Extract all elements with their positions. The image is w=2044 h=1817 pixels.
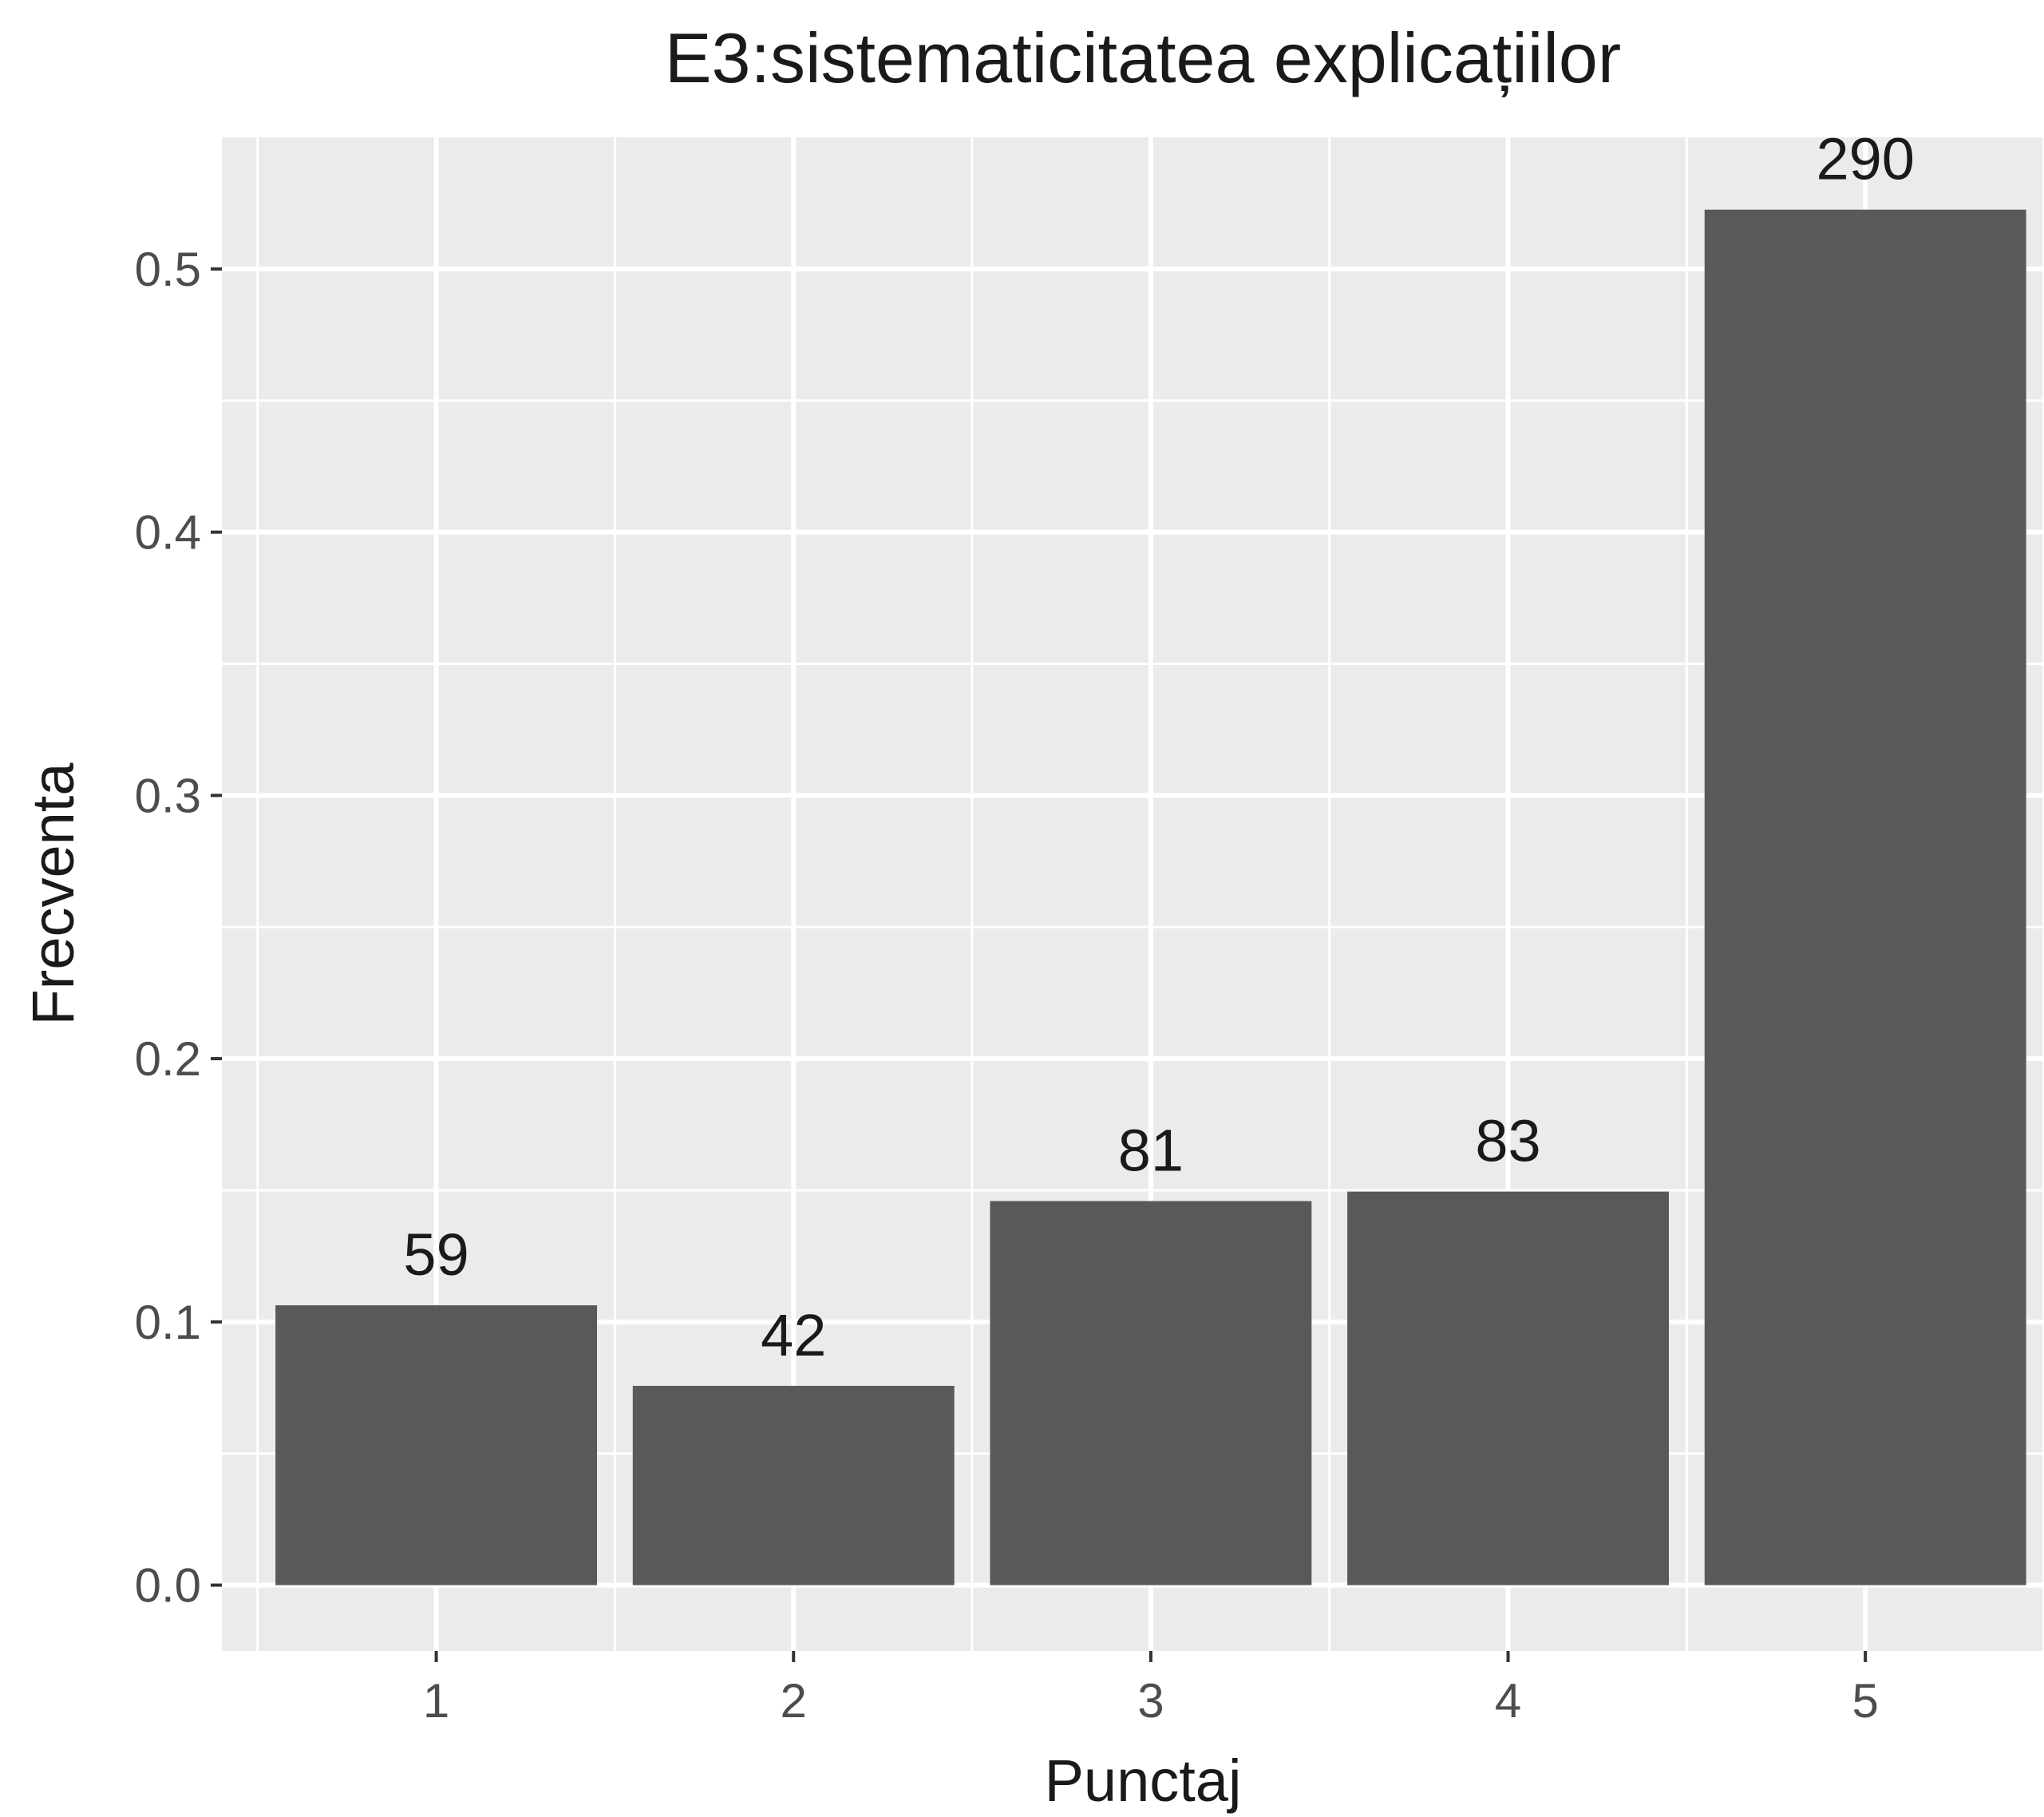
y-tick-label: 0.0 xyxy=(135,1559,201,1613)
y-axis: 0.0 0.1 0.2 0.3 0.4 0.5 xyxy=(135,243,222,1613)
x-tick-label: 3 xyxy=(1137,1674,1164,1728)
x-axis-title: Punctaj xyxy=(1045,1748,1242,1814)
y-tick-label: 0.3 xyxy=(135,769,201,822)
y-tick-label: 0.2 xyxy=(135,1032,201,1086)
bar-data-label: 83 xyxy=(1475,1108,1540,1174)
bar xyxy=(1347,1191,1669,1585)
bar-data-label: 81 xyxy=(1118,1117,1184,1183)
bar-data-label: 59 xyxy=(403,1221,468,1288)
x-tick-label: 1 xyxy=(423,1674,449,1728)
x-tick-label: 2 xyxy=(781,1674,807,1728)
minor-gridlines xyxy=(222,137,2044,1651)
bar xyxy=(990,1201,1312,1585)
y-axis-title: Frecventa xyxy=(20,762,86,1026)
y-tick-label: 0.4 xyxy=(135,506,201,560)
bar-data-label: 42 xyxy=(761,1302,826,1368)
bar xyxy=(275,1305,598,1585)
bar xyxy=(632,1385,955,1585)
y-tick-label: 0.5 xyxy=(135,243,201,296)
x-tick-label: 5 xyxy=(1852,1674,1878,1728)
bar xyxy=(1704,209,2026,1585)
x-axis: 1 2 3 4 5 xyxy=(423,1651,1879,1728)
chart-title: E3:sistematicitatea explicațiilor xyxy=(665,18,1621,97)
y-tick-label: 0.1 xyxy=(135,1296,201,1349)
x-tick-label: 4 xyxy=(1495,1674,1521,1728)
bars xyxy=(275,209,2026,1585)
data-labels: 59 42 81 83 290 xyxy=(403,126,1914,1368)
bar-data-label: 290 xyxy=(1816,126,1914,192)
